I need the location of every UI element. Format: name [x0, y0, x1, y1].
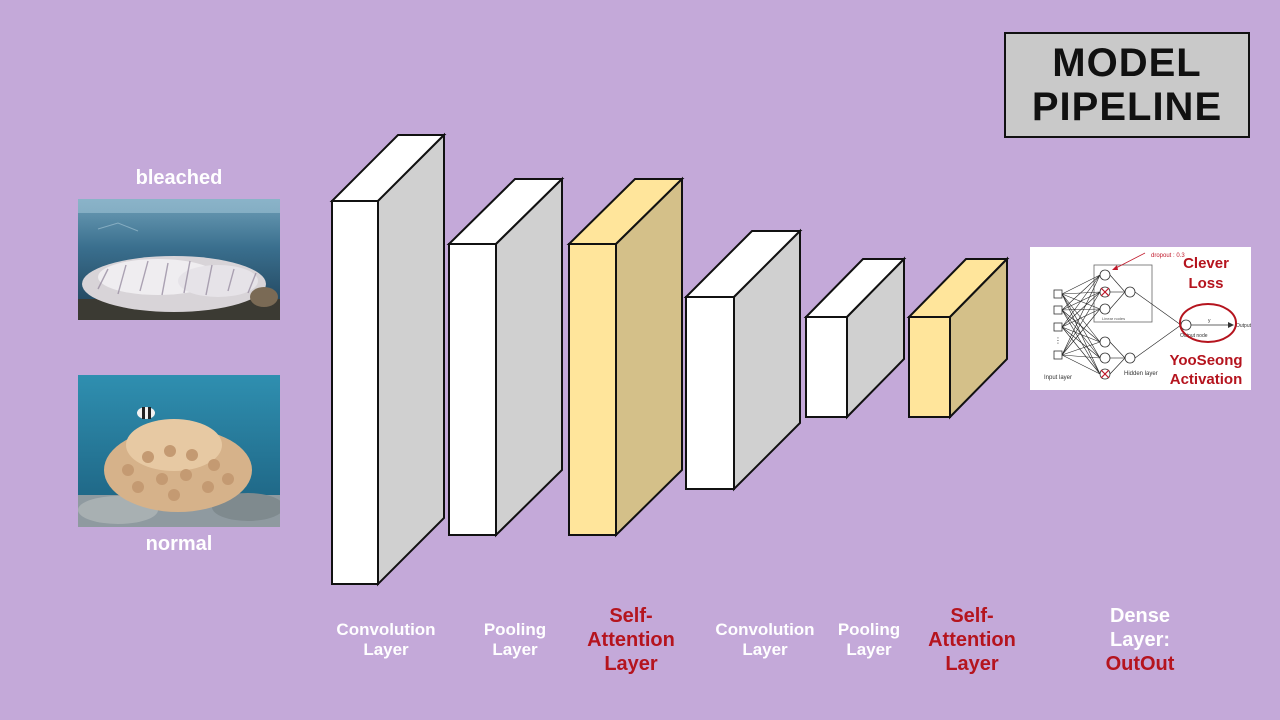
layer-label-dense: Dense Layer: OutOut — [1105, 605, 1175, 675]
dropout-text: dropout : 0.3 — [1151, 253, 1185, 259]
bleached-label: bleached — [135, 167, 223, 189]
svg-text:y: y — [1208, 318, 1211, 324]
conv-block-2 — [683, 228, 803, 492]
pool-block-2 — [803, 256, 907, 420]
layer-label-pool-2: Pooling Layer — [837, 620, 901, 659]
attention-block-2 — [906, 256, 1010, 420]
input-layer-text: Input layer — [1044, 375, 1072, 381]
output-text: Output — [1236, 323, 1251, 329]
hidden-layer-text: Hidden layer — [1124, 371, 1158, 377]
activation-line-2: Activation — [1170, 371, 1243, 388]
conv-block-1 — [329, 132, 447, 587]
clever-loss-line-1: Clever — [1183, 255, 1229, 272]
network-diagram: ⋮ dropout : 0.3 y Output Output node Lin… — [1030, 247, 1251, 390]
svg-text:⋮: ⋮ — [1054, 336, 1062, 345]
layer-label-attention-2: Self- Attention Layer — [928, 605, 1016, 675]
normal-label: normal — [145, 533, 213, 555]
pool-block-1 — [446, 176, 565, 538]
normal-coral-image — [78, 375, 280, 527]
activation-line-1: YooSeong — [1169, 352, 1242, 369]
bleached-coral-image — [78, 199, 280, 320]
title-line-1: MODEL — [1052, 41, 1202, 85]
layer-label-conv-2: Convolution Layer — [715, 620, 815, 659]
clever-loss-line-2: Loss — [1188, 275, 1223, 292]
title-box: MODEL PIPELINE — [1004, 32, 1250, 138]
layer-label-attention-1: Self- Attention Layer — [587, 605, 675, 675]
layer-label-conv-1: Convolution Layer — [336, 620, 436, 659]
attention-block-1 — [566, 176, 685, 538]
title-line-2: PIPELINE — [1031, 85, 1223, 129]
linear-nodes-text: Linear nodes — [1102, 316, 1125, 321]
output-node-text: Output node — [1180, 333, 1208, 339]
layer-label-pool-1: Pooling Layer — [483, 620, 547, 659]
